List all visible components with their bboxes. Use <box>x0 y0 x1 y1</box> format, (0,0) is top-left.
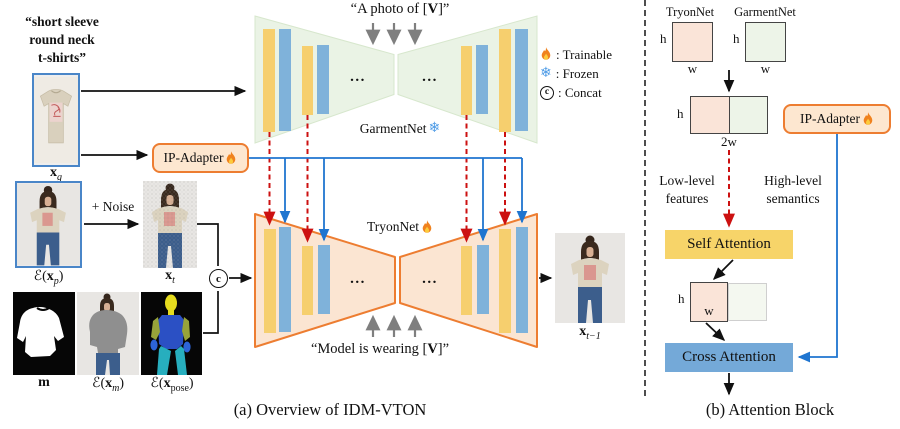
noisy-latent-photo-xt <box>143 181 197 268</box>
b-dim-h2: h <box>733 31 740 46</box>
b-high-level-label: High-level semantics <box>764 173 822 207</box>
legend-item-concat: c : Concat <box>540 84 612 101</box>
denoised-person-image <box>555 233 625 323</box>
b-dim-w1: w <box>687 61 698 76</box>
b-dim-h3: h <box>677 106 684 121</box>
tshirt-image <box>34 76 78 164</box>
flame-icon <box>541 47 551 60</box>
garmentnet-label: GarmentNet ❄ <box>359 120 441 137</box>
snowflake-icon: ❄ <box>428 121 441 136</box>
attention-block-arrows <box>705 70 735 396</box>
tryonnet-label: TryonNet <box>340 219 460 235</box>
garment-photo-xg <box>32 73 80 167</box>
noisy-person-image <box>143 181 197 268</box>
caption-panel-b: (b) Attention Block <box>705 400 835 419</box>
b-dim-w3: w <box>704 303 714 318</box>
tryonnet-ellipsis-left: ... <box>350 271 366 287</box>
b-tryonnet-feature-square <box>672 22 713 62</box>
garment-mask-image <box>13 292 75 375</box>
label-xt: xt <box>165 268 175 286</box>
person-photo-xp <box>15 181 82 268</box>
b-dim-h1: h <box>660 31 667 46</box>
output-photo-xt1 <box>555 233 625 323</box>
b-dim-h4: h <box>678 291 685 306</box>
garmentnet-unet-shape <box>254 15 538 144</box>
concat-node: c <box>209 269 228 288</box>
gray-masked-person <box>77 292 139 375</box>
tryonnet-unet-shape <box>254 213 538 348</box>
b-tryonnet-label: TryonNet <box>665 5 715 19</box>
garmentnet-prompt: “A photo of [V]” <box>350 1 450 17</box>
snowflake-icon: ❄ <box>540 66 552 81</box>
caption-panel-a: (a) Overview of IDM-VTON <box>233 400 427 419</box>
densepose-image-expose <box>141 292 202 375</box>
noise-label: + Noise <box>91 199 135 214</box>
b-dim-2w: 2w <box>721 134 737 149</box>
cross-attention-block: Cross Attention <box>665 343 793 372</box>
self-attention-block: Self Attention <box>665 230 793 259</box>
label-m: m <box>38 375 50 390</box>
label-xt1: xt−1 <box>579 324 601 342</box>
pose-map-image <box>141 292 202 375</box>
label-expose: ℰ(xpose) <box>150 376 194 394</box>
legend-item-trainable: : Trainable <box>540 46 612 63</box>
ip-adapter-box: IP-Adapter <box>152 143 249 173</box>
flow-arrows <box>81 85 553 334</box>
label-xg: xg <box>50 165 62 183</box>
b-dim-w2: w <box>760 61 771 76</box>
garment-feature-skip-lines <box>263 115 511 243</box>
b-faded-garment-half <box>728 283 767 321</box>
flame-icon <box>422 219 432 233</box>
concat-icon: c <box>540 85 554 100</box>
tryonnet-prompt: “Model is wearing [V]” <box>310 341 450 357</box>
garment-caption-text: “short sleeve round neck t-shirts” <box>25 14 99 65</box>
flame-icon <box>863 111 873 125</box>
masked-person-image-exm <box>77 292 139 375</box>
mask-image-m <box>13 292 75 375</box>
b-concat-tryon-half <box>691 97 729 133</box>
b-concatenated-features <box>690 96 768 134</box>
person-image <box>17 183 80 266</box>
b-attended-tryon-square <box>690 282 728 322</box>
b-low-level-label: Low-level features <box>659 173 715 207</box>
text-condition-arrows <box>365 23 423 337</box>
b-ip-adapter-box: IP-Adapter <box>783 104 891 134</box>
b-concat-garment-half <box>728 97 767 133</box>
tryonnet-ellipsis-right: ... <box>422 271 438 287</box>
b-garmentnet-feature-square <box>745 22 786 62</box>
garmentnet-ellipsis-right: ... <box>422 69 438 85</box>
flame-icon <box>227 150 236 164</box>
garmentnet-ellipsis-left: ... <box>350 69 366 85</box>
legend: : Trainable ❄ : Frozen c : Concat <box>540 46 612 101</box>
legend-item-frozen: ❄ : Frozen <box>540 65 599 82</box>
label-exm: ℰ(xm) <box>91 376 125 394</box>
label-exp: ℰ(xp) <box>33 269 64 287</box>
b-garmentnet-label: GarmentNet <box>734 5 796 19</box>
ip-adapter-lines <box>249 134 838 363</box>
